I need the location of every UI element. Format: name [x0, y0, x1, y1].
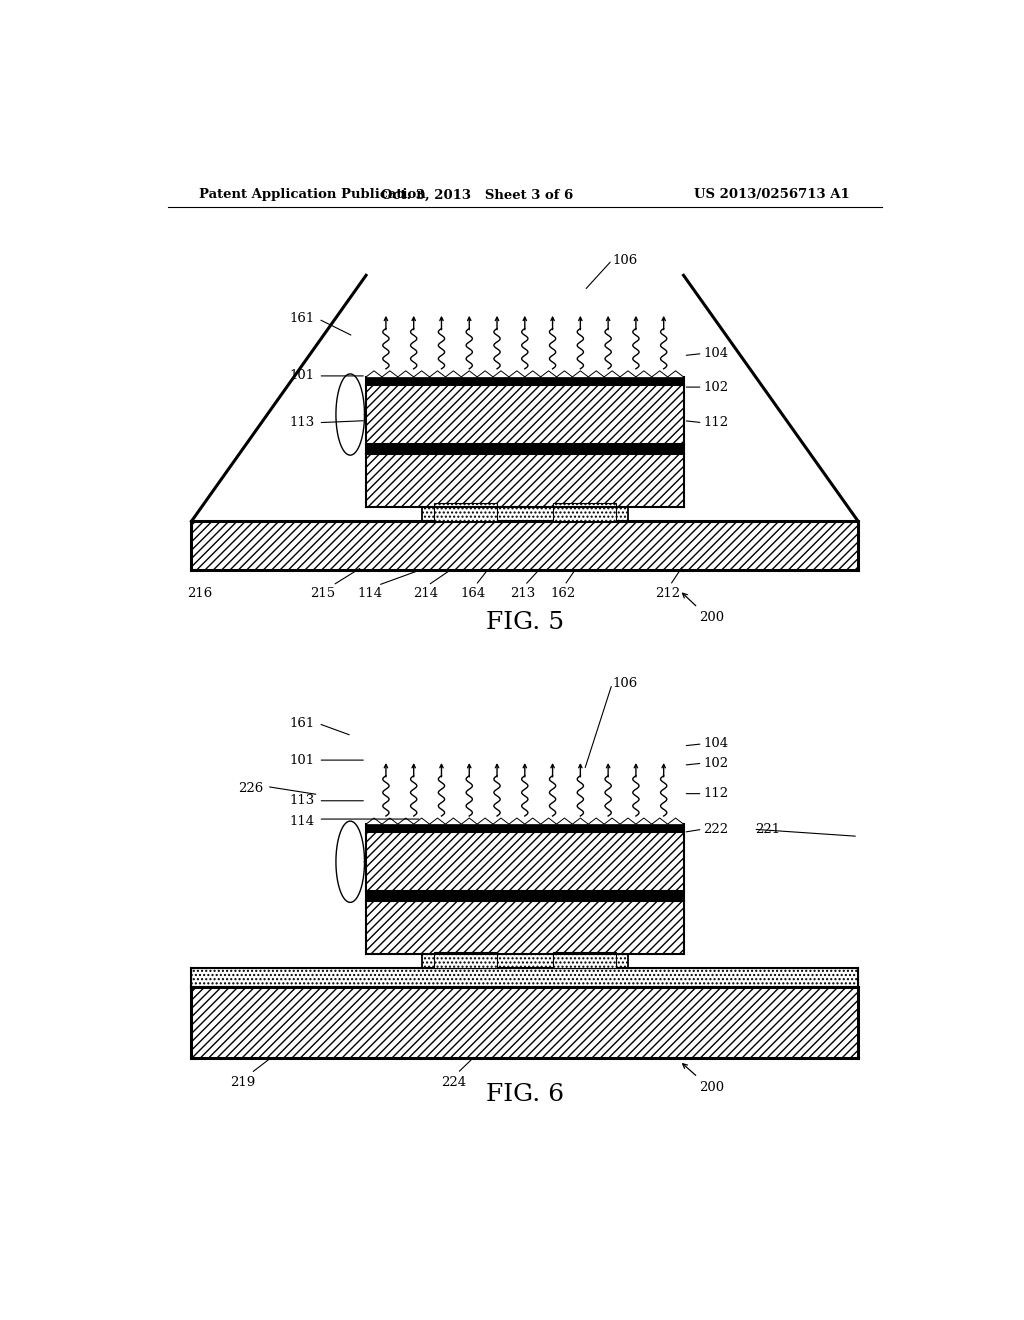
Text: 161: 161: [289, 717, 314, 730]
Text: 161: 161: [289, 313, 314, 326]
Text: 224: 224: [440, 1076, 466, 1089]
Bar: [433, 952, 497, 969]
Bar: [422, 507, 628, 521]
Text: 112: 112: [703, 787, 728, 800]
Text: Patent Application Publication: Patent Application Publication: [200, 189, 426, 202]
Bar: [191, 987, 858, 1057]
Text: 212: 212: [655, 587, 680, 601]
Bar: [367, 902, 684, 954]
Text: 164: 164: [461, 587, 485, 601]
Text: 114: 114: [357, 587, 383, 601]
Text: 200: 200: [699, 611, 725, 623]
Bar: [553, 503, 616, 521]
Text: 200: 200: [699, 1081, 725, 1094]
Bar: [191, 521, 858, 570]
Text: 101: 101: [290, 754, 314, 767]
Text: 114: 114: [290, 814, 314, 828]
Text: 101: 101: [290, 370, 314, 383]
Text: 215: 215: [310, 587, 335, 601]
Text: 216: 216: [186, 587, 212, 601]
Bar: [367, 833, 684, 891]
Text: 106: 106: [612, 253, 637, 267]
Text: FIG. 5: FIG. 5: [485, 611, 564, 634]
Bar: [422, 954, 628, 969]
Text: 214: 214: [413, 587, 438, 601]
Bar: [433, 503, 497, 521]
Bar: [191, 969, 858, 987]
Text: 112: 112: [703, 416, 728, 429]
Text: 219: 219: [230, 1076, 256, 1089]
Text: FIG. 6: FIG. 6: [485, 1084, 564, 1106]
Bar: [367, 454, 684, 507]
Bar: [367, 378, 684, 385]
Bar: [367, 891, 684, 902]
Text: 102: 102: [703, 756, 728, 770]
Text: 113: 113: [289, 416, 314, 429]
Text: 102: 102: [703, 380, 728, 393]
Text: 104: 104: [703, 738, 728, 750]
Bar: [367, 444, 684, 454]
Text: 226: 226: [238, 781, 263, 795]
Text: Oct. 3, 2013   Sheet 3 of 6: Oct. 3, 2013 Sheet 3 of 6: [381, 189, 573, 202]
Text: 106: 106: [612, 677, 637, 690]
Bar: [553, 952, 616, 969]
Text: 213: 213: [510, 587, 536, 601]
Text: 104: 104: [703, 347, 728, 360]
Text: US 2013/0256713 A1: US 2013/0256713 A1: [694, 189, 850, 202]
Bar: [367, 385, 684, 444]
Text: 221: 221: [755, 822, 780, 836]
Text: 113: 113: [289, 795, 314, 808]
Text: 222: 222: [703, 822, 728, 836]
Bar: [367, 824, 684, 833]
Text: 162: 162: [550, 587, 575, 601]
